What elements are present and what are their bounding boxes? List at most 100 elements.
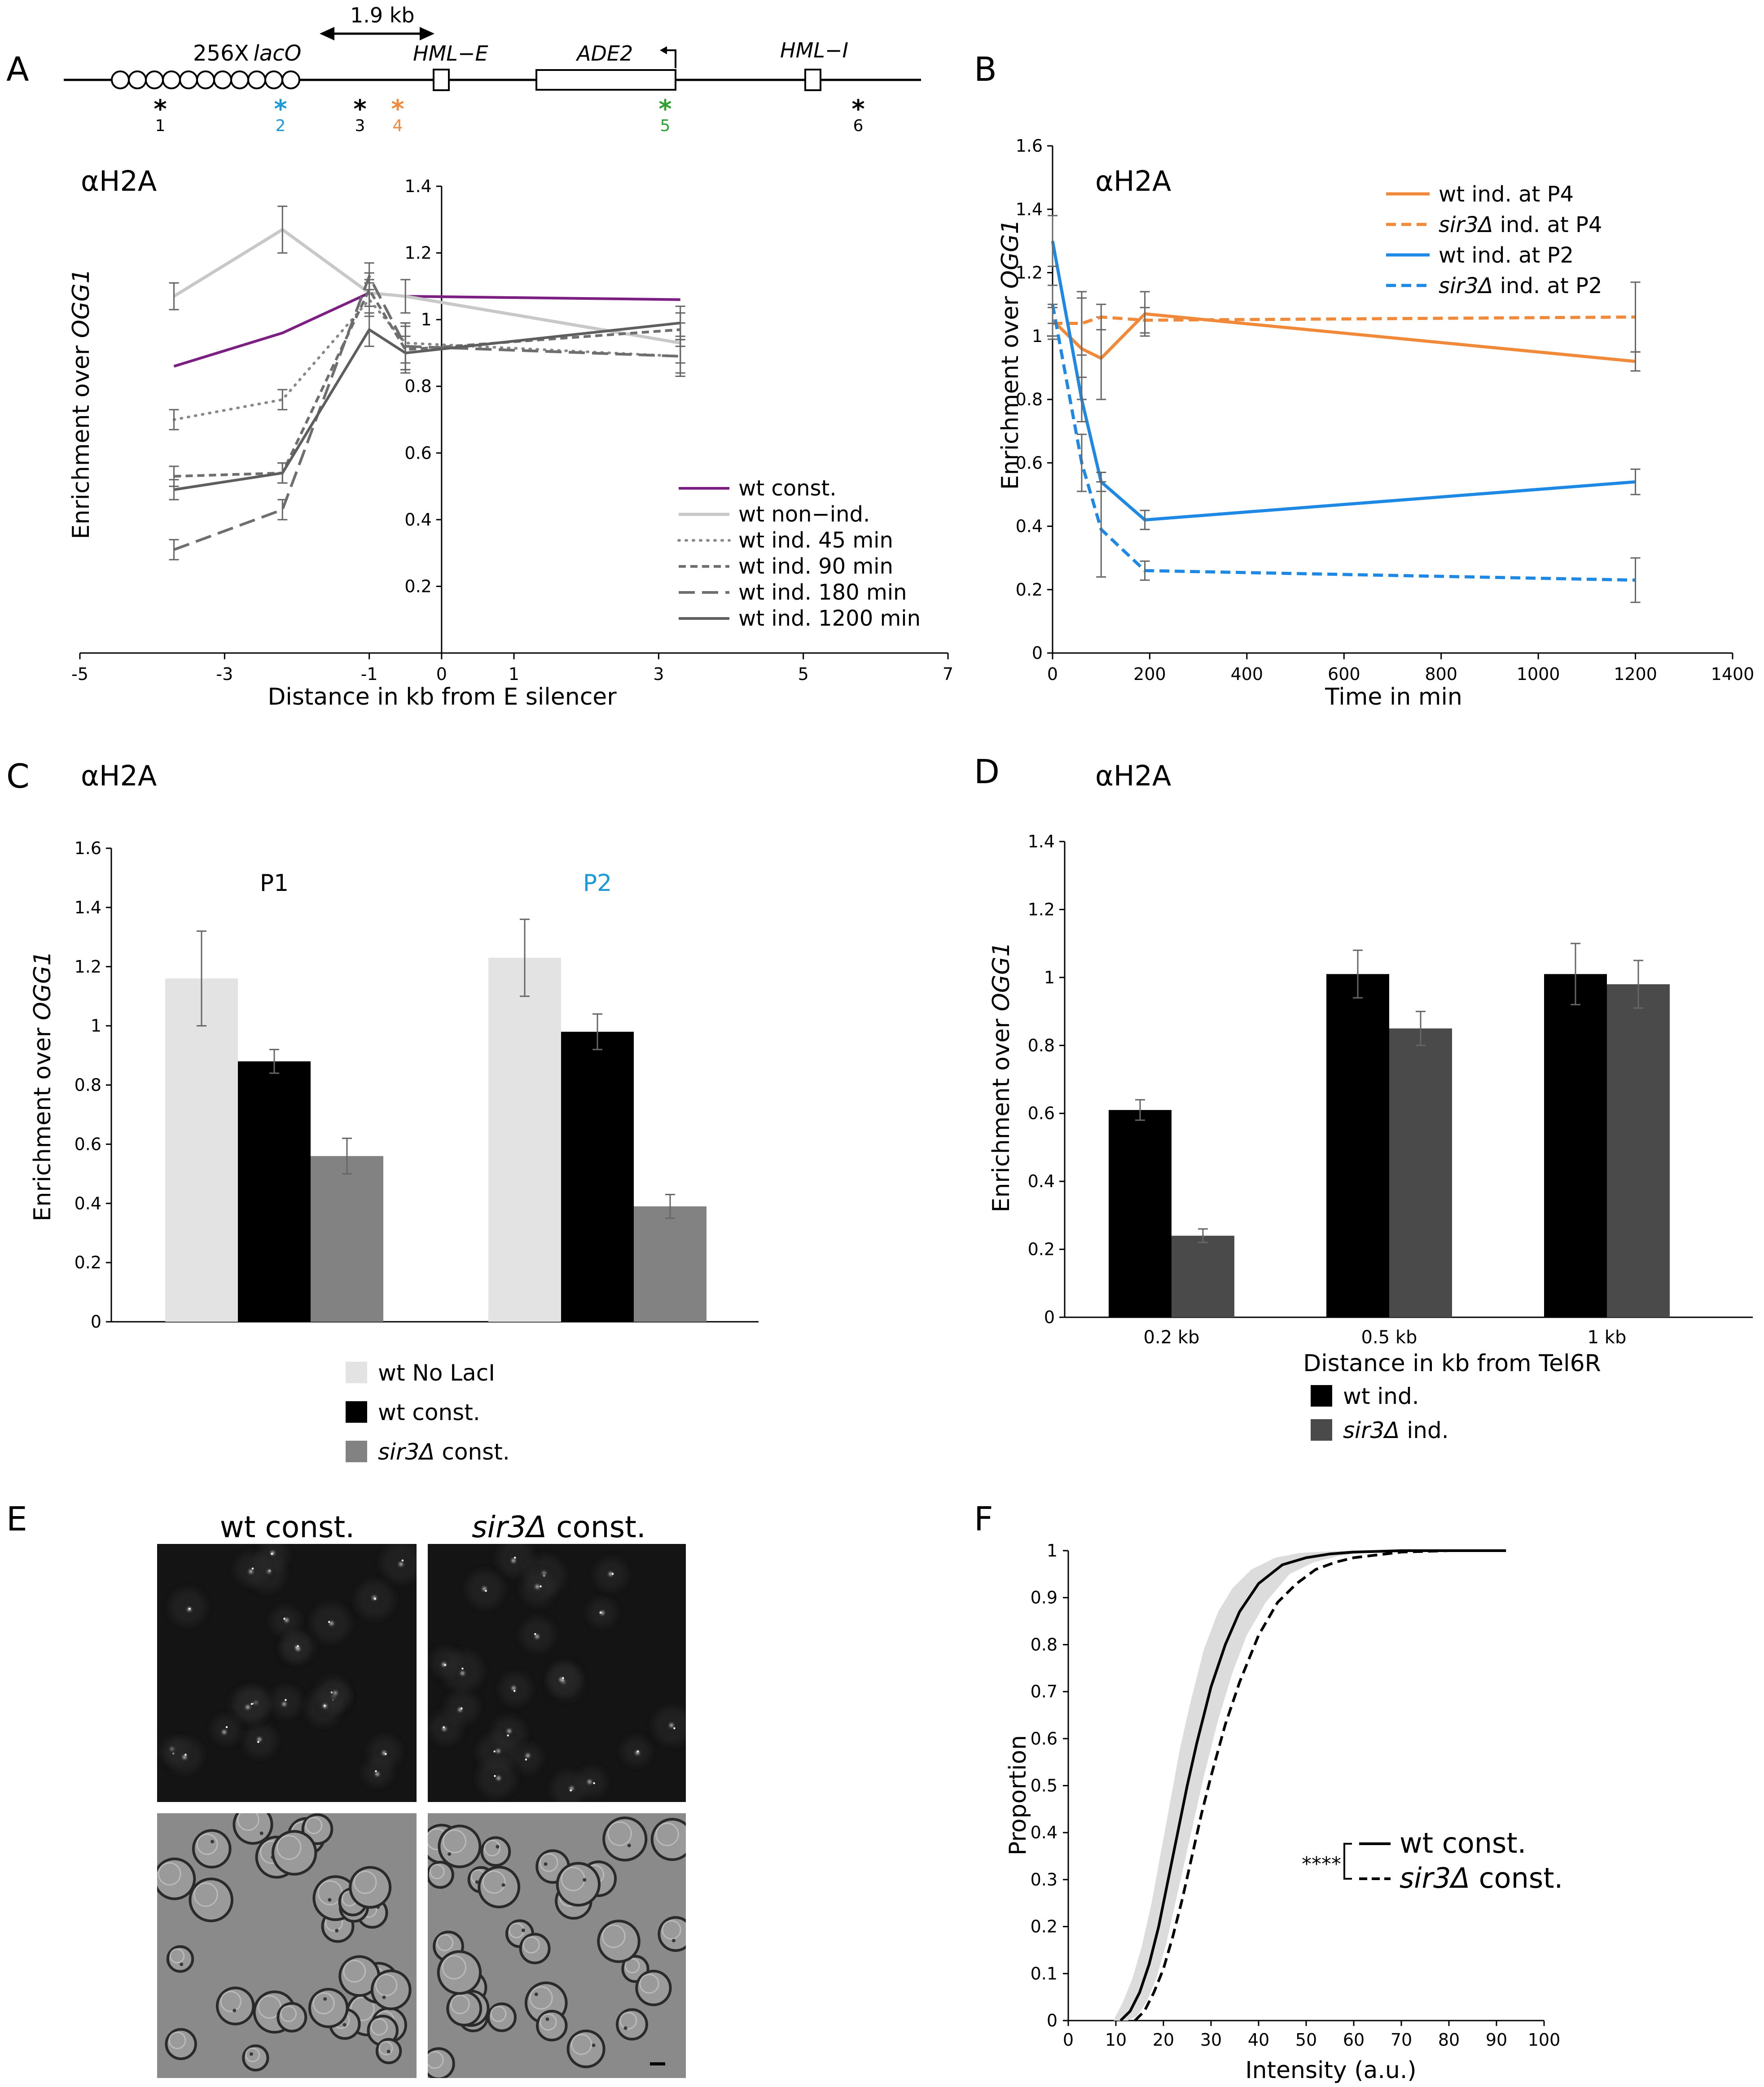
cell-highlight [662,1920,681,1940]
legend-label: wt ind. [1343,1383,1419,1409]
fluorescent-spot-glow [282,1702,286,1706]
cell-highlight [428,2051,444,2069]
yeast-cell [215,1986,255,2026]
y-tick-label: 1.6 [1016,136,1043,156]
x-tick-label: 100 [1528,2030,1561,2050]
legend-label: wt ind. 180 min [738,580,907,605]
fluorescent-spot-glow [560,1678,563,1681]
cell-highlight [312,1992,335,2015]
panel-letter-a: A [6,50,29,89]
cell-granule [382,1995,386,1999]
laco-circle [145,70,164,89]
cell-highlight [343,1960,366,1983]
cell-haze [306,1690,341,1725]
legend-label: wt const. [378,1399,480,1425]
chart-d-legend: wt ind.sir3Δ ind. [1311,1383,1449,1443]
legend-label-prefix: wt [378,1399,405,1425]
fluorescent-spot [385,1753,387,1755]
chart-f-series [1113,1549,1514,2022]
x-tick-label: 600 [1328,664,1360,684]
sir3-brightfield-image [428,1816,686,2078]
fluorescent-spot [251,1567,254,1570]
chart-c-title: αH2A [81,759,157,792]
cell-granule [545,2017,549,2021]
cell-highlight [378,2041,393,2056]
y-tick-label: 0.8 [1031,1635,1058,1654]
cell-highlight [540,2013,557,2031]
chart-d-title: αH2A [1095,759,1171,792]
cell-haze [212,1715,241,1744]
fluorescent-spot-glow [512,1686,515,1690]
y-tick-label: 0.6 [1031,1729,1058,1749]
fluorescent-spot [297,1645,299,1648]
chart-f-ylabel: Proportion [1005,1735,1031,1855]
cell-haze [552,1771,586,1802]
ade2-promoter-arrow [663,49,676,68]
cell-highlight [258,1995,281,2019]
cell-granule [534,1992,538,1996]
cell-granule [592,2043,596,2048]
y-tick-label: 1 [421,310,432,329]
legend-swatch [1311,1419,1332,1441]
legend-swatch [346,1441,367,1462]
y-tick-label: 0.3 [1031,1870,1058,1890]
legend-label-suffix: ind. at P4 [1493,212,1602,237]
y-tick-label: 1.4 [1016,199,1043,219]
cell-highlight [245,2047,260,2062]
scale-bar [650,2062,665,2065]
legend-label: wt const. [738,476,837,501]
cell-granule [544,1862,548,1866]
yeast-cell [487,2002,517,2032]
x-tick-label: 1400 [1711,664,1755,684]
y-tick-label: 1.2 [1028,899,1055,919]
primer-star-3: * [353,95,366,124]
cell-haze [235,1553,268,1585]
micrograph-wt-fluorescence [157,1544,417,1802]
cell-highlight [655,1822,679,1846]
fluorescent-spot-glow [512,1559,515,1562]
yeast-cell [635,1969,672,2007]
bar [1607,984,1670,1317]
distance-arrow-head-right [420,27,434,40]
x-tick-label: 1200 [1614,664,1657,684]
fluorescent-spot [225,1726,228,1728]
fluorescent-spot-glow [399,1562,403,1566]
y-tick-label: 0.6 [75,1134,101,1154]
cell-haze [492,1717,526,1750]
yeast-cell [242,2044,269,2072]
cell-haze [478,1759,516,1797]
legend-label-suffix: ind. at P2 [1493,273,1602,298]
x-tick-label: 400 [1231,664,1264,684]
legend-label: sir3Δ const. [1400,1862,1563,1894]
y-tick-label: 1.4 [404,176,431,196]
x-tick-label: 800 [1425,664,1457,684]
legend-label-prefix: wt [378,1360,405,1386]
yeast-cell [438,1824,482,1868]
cell-highlight [482,1870,506,1894]
legend-label-prefix: sir3Δ [378,1439,435,1465]
legend-label: wt non−ind. [738,502,870,527]
fluorescent-spot [250,1703,253,1705]
legend-label: wt const. [1400,1827,1526,1859]
cell-highlight [607,1821,632,1846]
category-label: P1 [260,870,289,897]
ade2-promoter-arrow-head [660,46,667,54]
micrograph-wt-brightfield [157,1813,417,2078]
yeast-cell [536,2010,568,2042]
fluorescent-spot [570,1789,572,1792]
y-tick-label: 0.4 [1016,517,1043,536]
chart-d-xlabel: Distance in kb from Tel6R [1303,1350,1601,1377]
cell-granule [328,1898,332,1902]
y-tick-label: 0.8 [1028,1035,1055,1055]
fluorescent-spot-glow [330,1622,333,1625]
x-tick-label: 10 [1105,2030,1127,2050]
fluorescent-spot [257,1741,259,1743]
cell-highlight [370,2018,388,2036]
legend-label-suffix: ind. at P4 [1465,182,1574,207]
y-tick-label: 1.2 [1016,263,1043,283]
x-tick-label: 1000 [1517,664,1560,684]
cell-haze [244,1725,276,1757]
panel-letter-f: F [974,1500,993,1539]
laco-circle [213,70,232,89]
y-tick-label: 1 [1044,968,1055,987]
